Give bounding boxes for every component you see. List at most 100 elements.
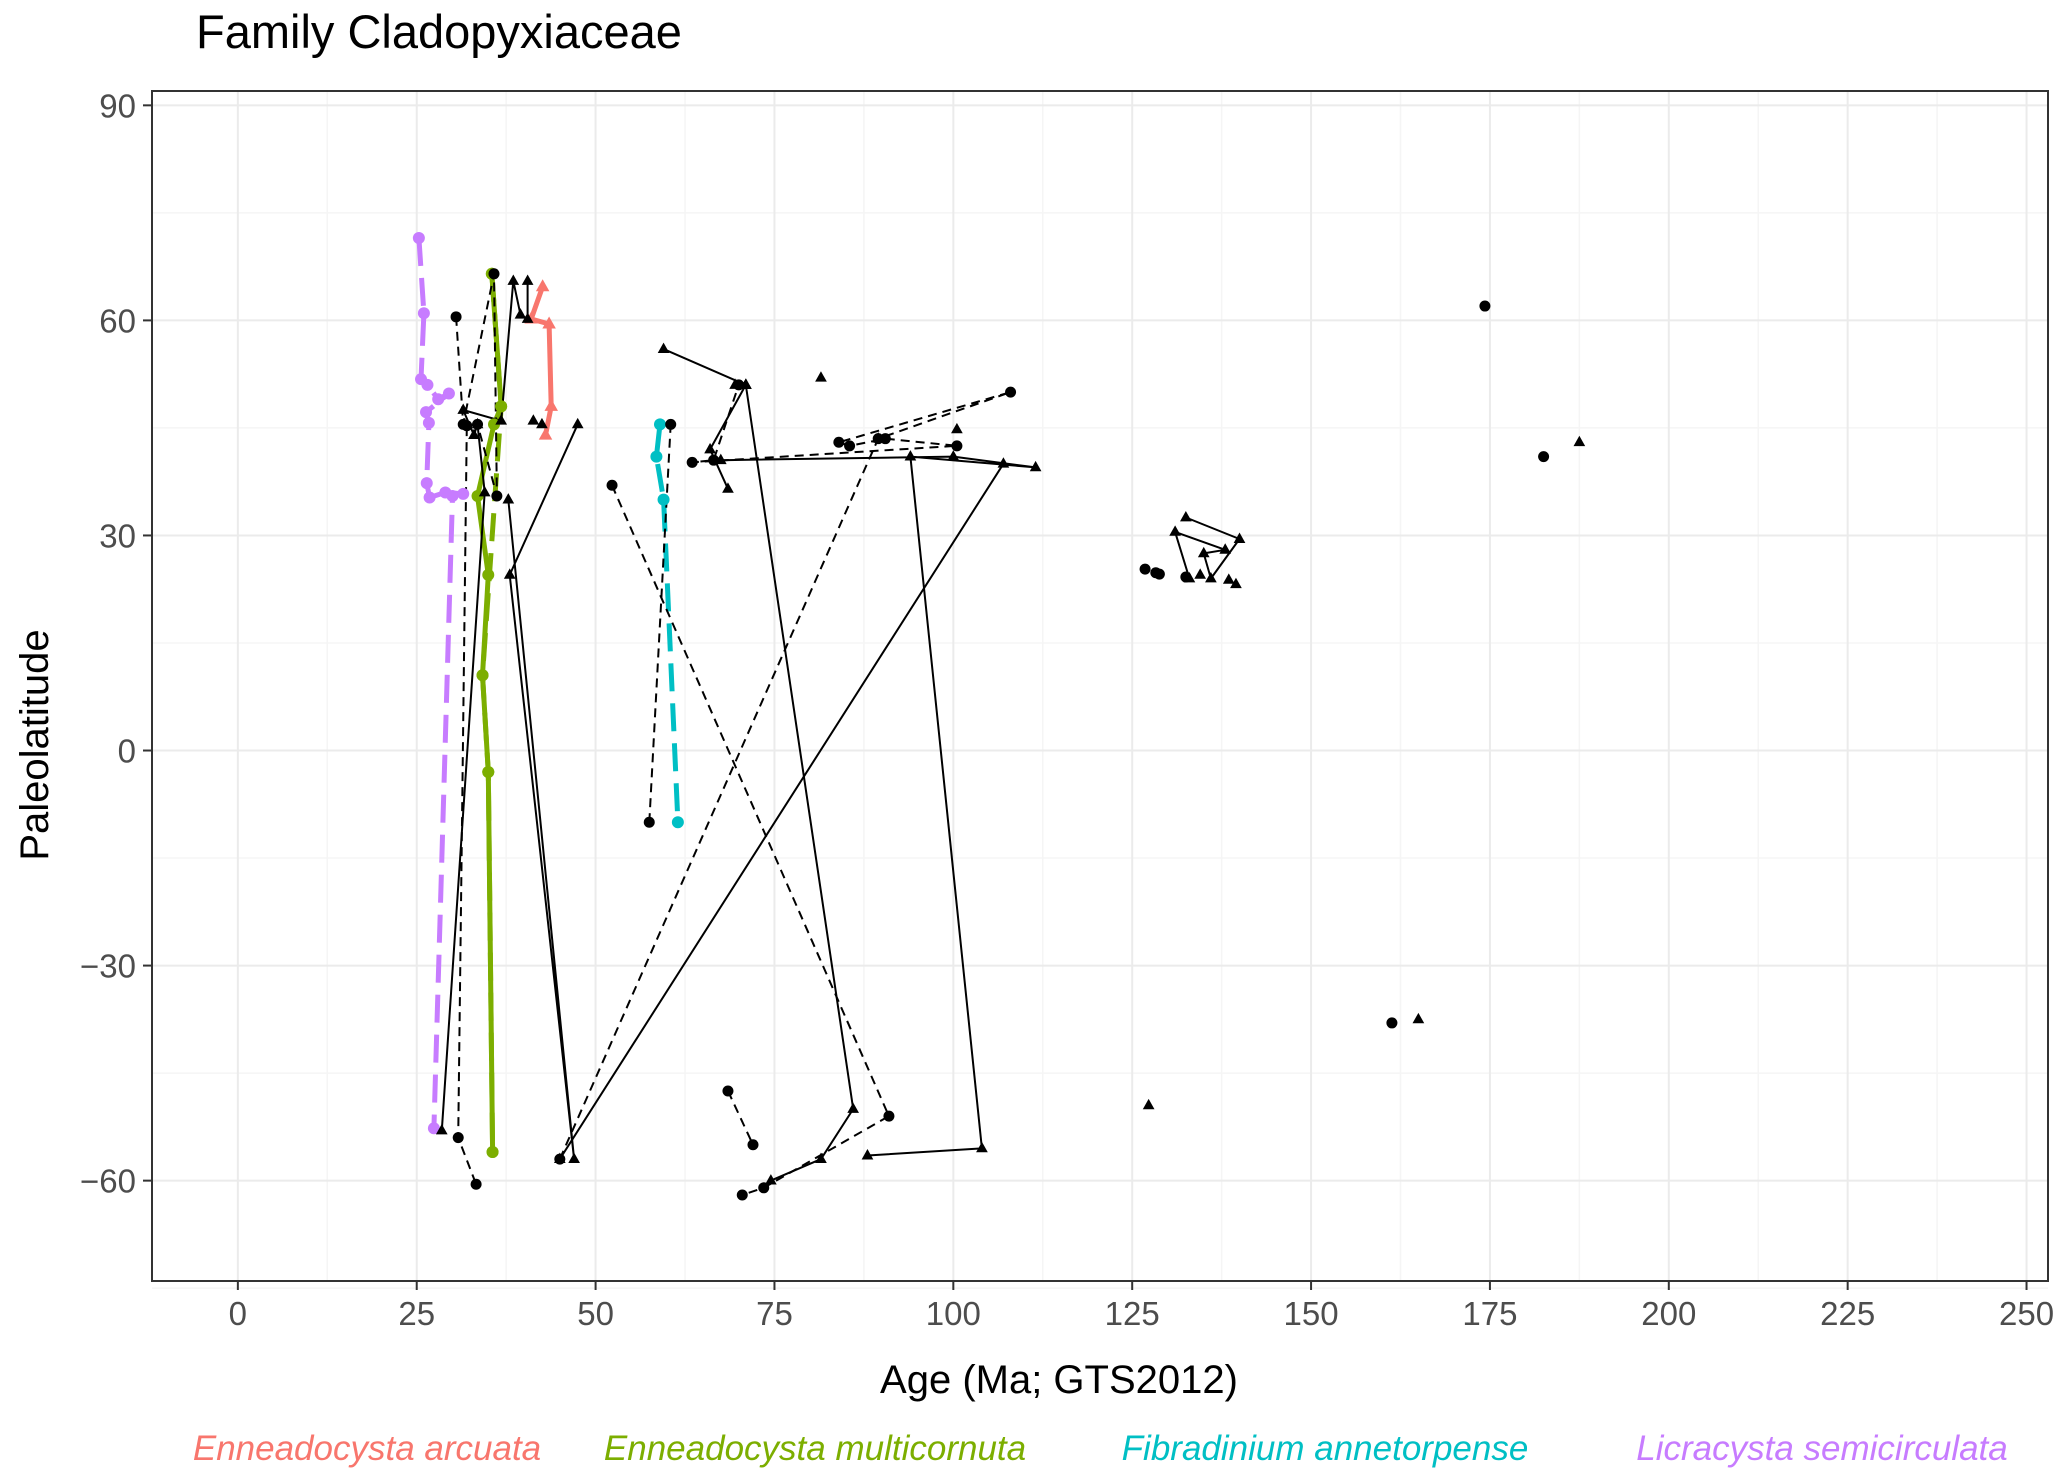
data-point-circle xyxy=(442,387,455,400)
series-line xyxy=(653,424,681,823)
data-point-circle xyxy=(427,1122,440,1135)
legend: Enneadocysta arcuata Enneadocysta multico… xyxy=(193,1429,2008,1468)
data-point-triangle xyxy=(722,482,734,493)
minor-gridlines xyxy=(152,91,2048,1289)
y-tick-label: 90 xyxy=(99,87,136,124)
data-point-triangle xyxy=(544,398,558,411)
data-point-triangle xyxy=(1142,1098,1155,1110)
data-point-triangle xyxy=(1573,435,1586,447)
data-point-triangle xyxy=(1412,1012,1425,1024)
y-tick-label: 30 xyxy=(99,517,136,554)
data-point-circle xyxy=(461,420,473,432)
data-point-triangle xyxy=(1219,543,1232,554)
series-points xyxy=(412,231,1586,1201)
series-line xyxy=(648,424,672,823)
data-point-circle xyxy=(883,1110,895,1122)
data-point-circle xyxy=(422,416,435,429)
x-tick-label: 225 xyxy=(1820,1295,1875,1332)
series-line xyxy=(558,384,1012,1160)
y-axis-title: Paleolatitude xyxy=(13,629,57,860)
data-point-triangle xyxy=(478,485,491,497)
data-point-circle xyxy=(452,1132,464,1144)
y-tick-label: −60 xyxy=(80,1163,136,1200)
legend-entry: Licracysta semicirculata xyxy=(1636,1429,2008,1468)
data-point-circle xyxy=(733,379,745,391)
major-gridlines xyxy=(152,91,2048,1281)
data-point-triangle xyxy=(1233,532,1246,543)
data-point-triangle xyxy=(536,417,548,429)
data-point-circle xyxy=(736,1189,748,1201)
data-point-circle xyxy=(657,493,670,506)
data-point-triangle xyxy=(997,457,1010,468)
y-tick-label: −30 xyxy=(80,948,136,985)
data-point-triangle xyxy=(1180,511,1192,522)
data-point-circle xyxy=(708,454,720,466)
data-point-triangle xyxy=(1197,546,1210,558)
series-line xyxy=(720,455,1037,1157)
y-tick-label: 60 xyxy=(99,302,136,339)
data-point-circle xyxy=(446,490,459,503)
data-point-triangle xyxy=(872,432,885,443)
x-tick-label: 100 xyxy=(926,1295,981,1332)
data-point-circle xyxy=(747,1139,759,1151)
series-line xyxy=(507,423,579,1161)
data-point-triangle xyxy=(657,342,670,353)
data-point-circle xyxy=(482,766,495,779)
series-line xyxy=(727,1090,754,1146)
data-point-circle xyxy=(488,268,500,280)
legend-entry: Fibradinium annetorpense xyxy=(1122,1429,1529,1468)
data-point-circle xyxy=(1180,571,1192,583)
x-tick-label: 175 xyxy=(1462,1295,1517,1332)
data-point-circle xyxy=(421,378,434,391)
data-point-triangle xyxy=(815,371,827,382)
data-point-circle xyxy=(1538,451,1550,463)
data-point-triangle xyxy=(495,414,508,425)
data-point-triangle xyxy=(538,427,553,440)
data-point-circle xyxy=(758,1182,770,1194)
series-line xyxy=(558,463,1005,1160)
data-point-triangle xyxy=(1194,568,1207,579)
series-line xyxy=(611,484,890,1196)
data-point-triangle xyxy=(507,274,520,285)
x-tick-label: 25 xyxy=(398,1295,435,1332)
data-point-circle xyxy=(470,1178,482,1190)
data-point-circle xyxy=(420,406,433,419)
data-point-circle xyxy=(665,418,677,430)
data-point-circle xyxy=(486,1145,499,1158)
x-tick-label: 200 xyxy=(1641,1295,1696,1332)
data-point-triangle xyxy=(568,1152,580,1164)
data-point-circle xyxy=(457,487,470,500)
data-point-triangle xyxy=(1222,573,1235,584)
data-point-triangle xyxy=(947,450,960,461)
data-point-circle xyxy=(491,490,503,502)
data-point-circle xyxy=(1139,563,1151,575)
series-line xyxy=(455,272,498,1185)
data-point-circle xyxy=(833,436,845,448)
x-tick-label: 250 xyxy=(1999,1295,2054,1332)
x-tick-label: 75 xyxy=(756,1295,793,1332)
data-point-triangle xyxy=(951,422,963,434)
data-point-triangle xyxy=(861,1149,874,1160)
data-point-circle xyxy=(450,311,462,323)
data-point-triangle xyxy=(1169,525,1181,536)
data-point-circle xyxy=(423,491,436,504)
x-tick-label: 125 xyxy=(1105,1295,1160,1332)
data-point-circle xyxy=(1005,386,1017,398)
data-point-triangle xyxy=(542,316,556,329)
data-point-triangle xyxy=(847,1102,860,1113)
x-tick-label: 0 xyxy=(229,1295,247,1332)
data-point-circle xyxy=(606,479,618,491)
data-point-triangle xyxy=(571,417,584,429)
data-point-triangle xyxy=(1230,577,1242,589)
x-tick-label: 50 xyxy=(577,1295,614,1332)
data-point-circle xyxy=(1153,568,1165,580)
series-layer xyxy=(412,231,1586,1201)
data-point-circle xyxy=(476,669,489,682)
data-point-circle xyxy=(432,393,445,406)
data-point-circle xyxy=(1386,1017,1398,1029)
data-point-triangle xyxy=(904,450,917,461)
legend-entry: Enneadocysta multicornuta xyxy=(604,1429,1026,1468)
